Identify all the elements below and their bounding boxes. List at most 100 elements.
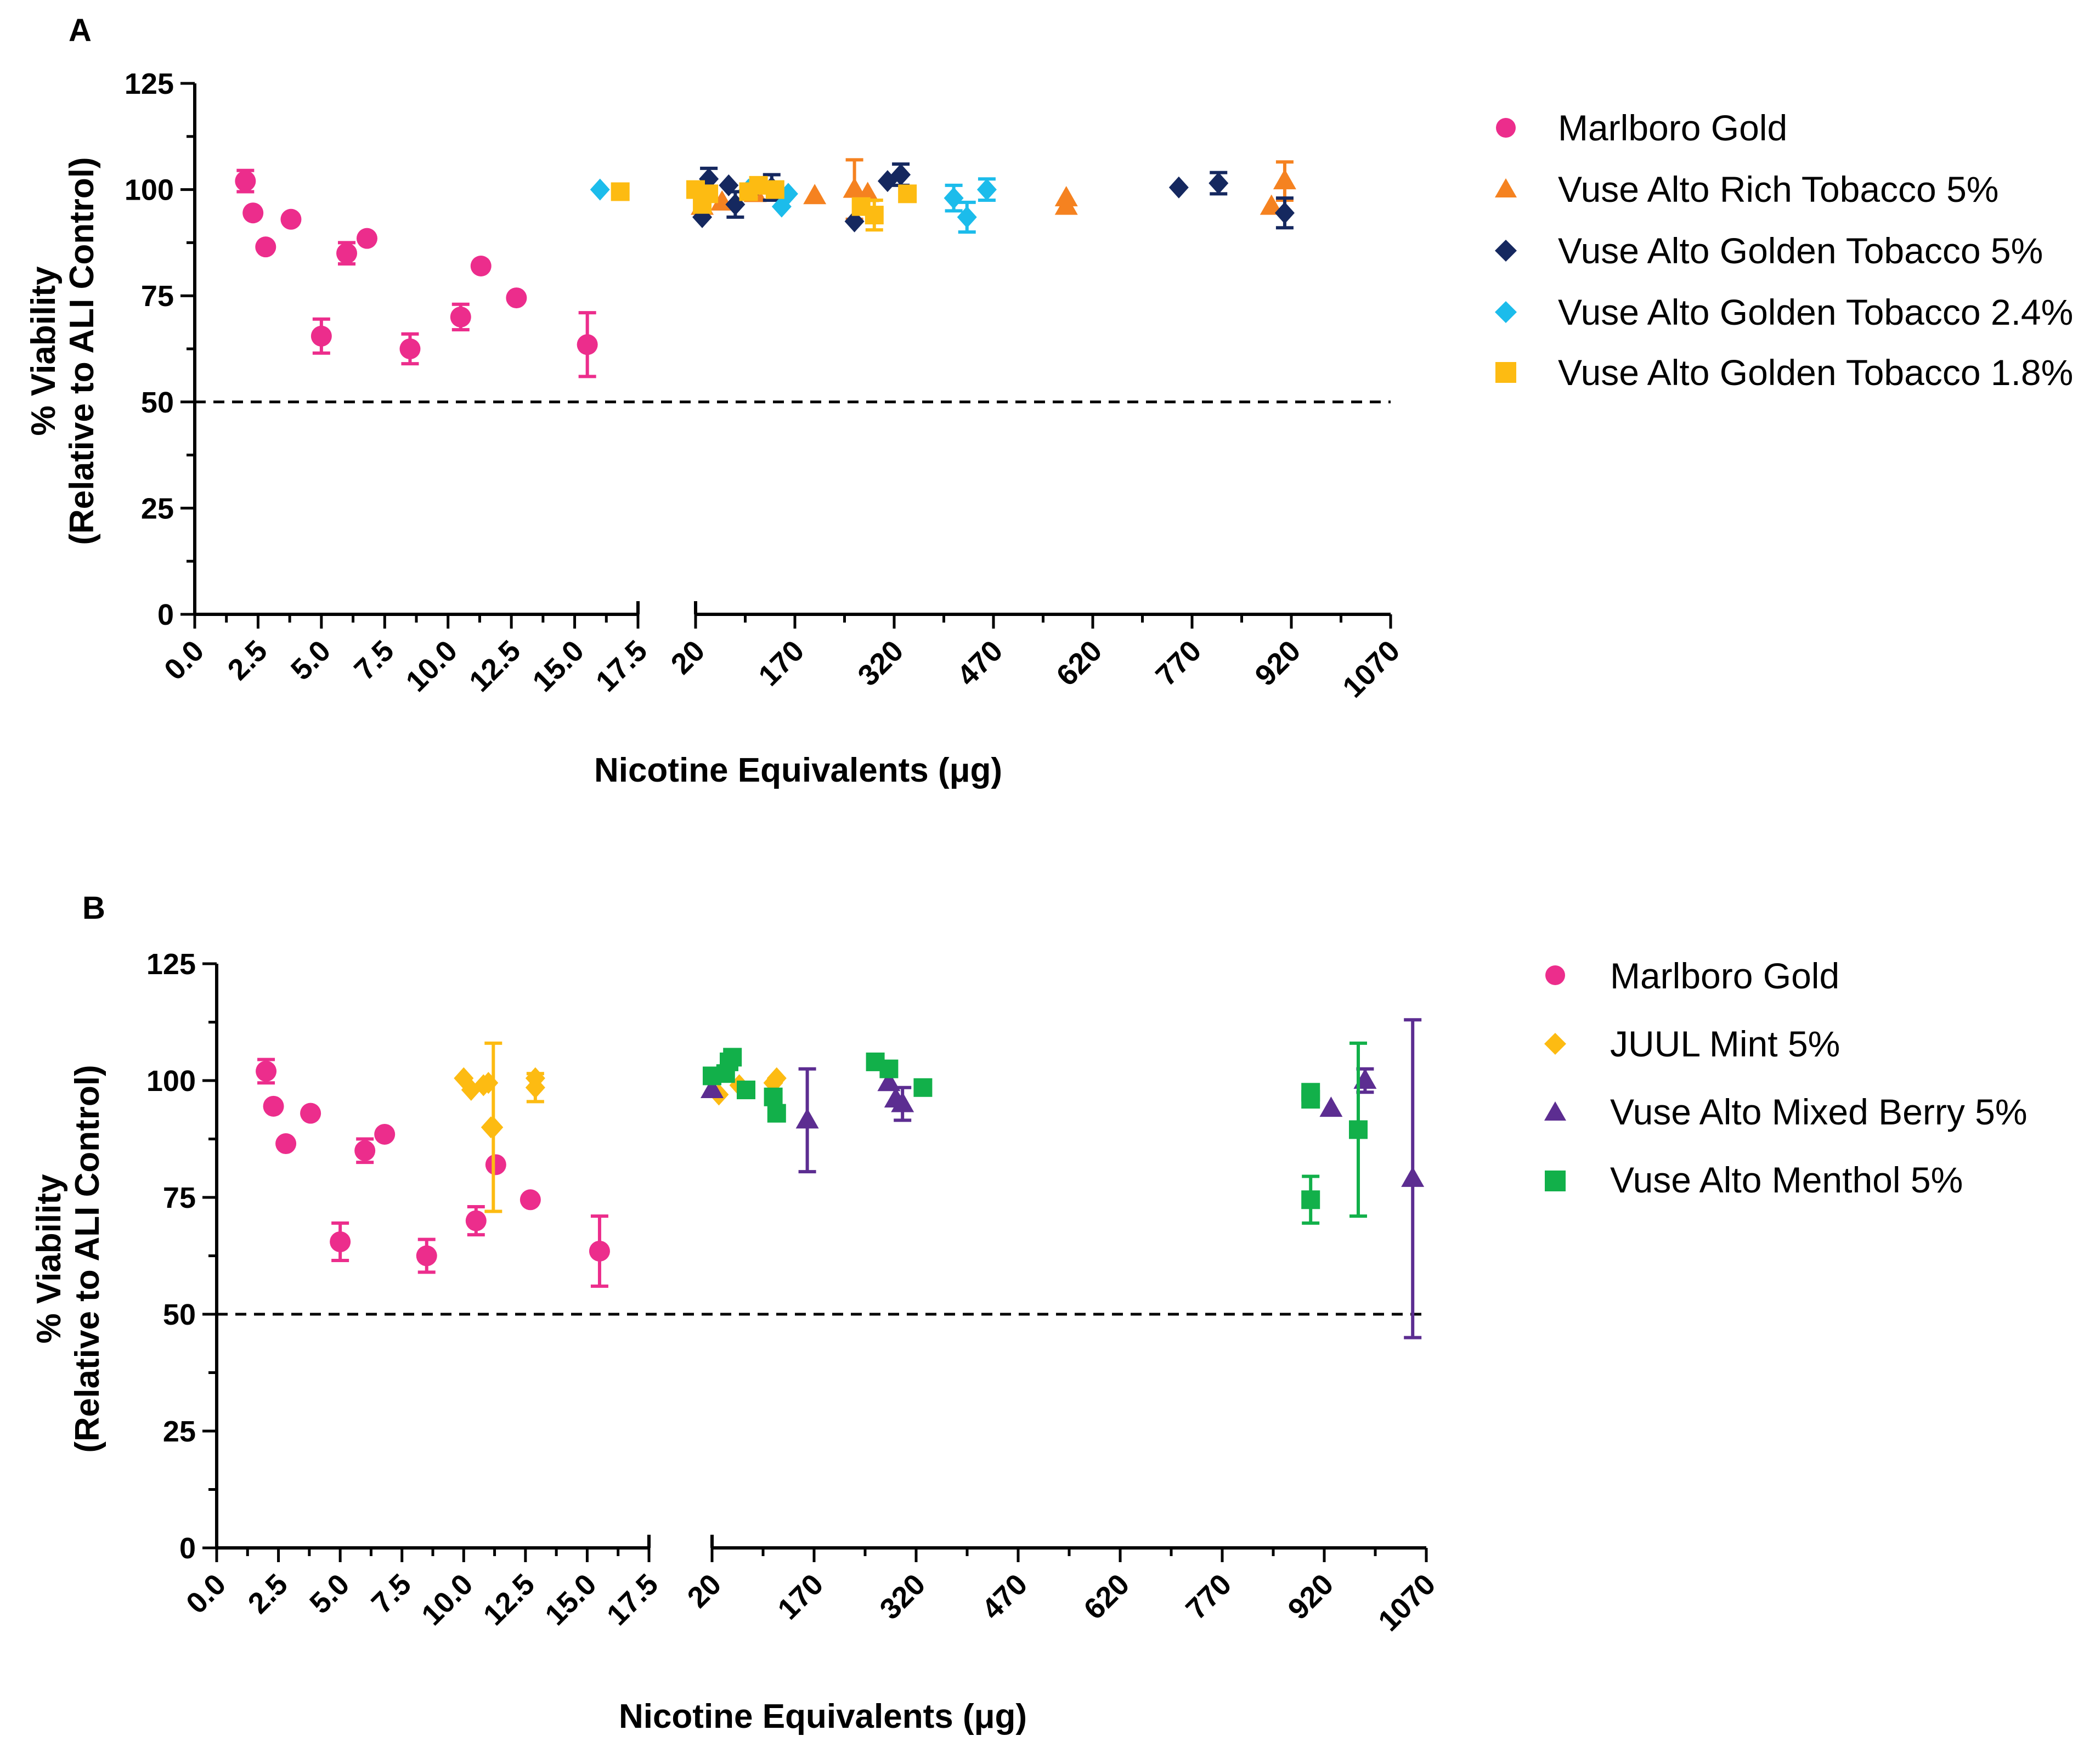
x-tick-label: 5.0 [285, 634, 337, 687]
y-axis-title-b-line2: (Relative to ALI Control) [69, 1065, 106, 1452]
data-point-square [1349, 1120, 1368, 1139]
x-tick-label: 770 [1149, 634, 1207, 692]
y-axis-title-a-line1: % Viability [25, 266, 63, 436]
data-point-square [865, 206, 884, 225]
legend-label: Vuse Alto Golden Tobacco 1.8% [1558, 352, 2073, 393]
data-point-circle [336, 242, 358, 264]
y-tick-label: 125 [146, 948, 196, 981]
legend-item-vuse-golden-tobacco-2-4: Vuse Alto Golden Tobacco 2.4% [1495, 292, 2073, 332]
data-point-square [737, 1081, 755, 1100]
y-tick-label: 75 [141, 280, 174, 313]
data-point-diamond [944, 187, 964, 210]
y-tick-label: 0 [157, 598, 174, 631]
data-point-triangle [1401, 1166, 1425, 1187]
data-point-triangle [1054, 194, 1078, 215]
legend-marker-diamond [1544, 1033, 1566, 1055]
legend-label: Vuse Alto Menthol 5% [1610, 1160, 1963, 1200]
legend-label: Vuse Alto Rich Tobacco 5% [1558, 169, 1998, 210]
y-axis-title-a: % Viability (Relative to ALI Control) [25, 157, 101, 545]
data-point-diamond [976, 178, 997, 201]
legend-marker-diamond [1495, 301, 1517, 323]
data-point-circle [485, 1154, 506, 1175]
y-axis-title-a-line2: (Relative to ALI Control) [63, 157, 101, 545]
data-point-circle [577, 334, 598, 355]
panel-letter-b: B [82, 890, 105, 926]
data-point-diamond [525, 1076, 545, 1099]
data-point-circle [235, 171, 256, 192]
y-tick-label: 25 [141, 492, 174, 525]
x-tick-label: 20 [665, 634, 711, 681]
x-tick-label: 15.0 [526, 634, 590, 698]
data-point-square [765, 180, 784, 199]
legend-item-vuse-mixed-berry-5: Vuse Alto Mixed Berry 5% [1544, 1092, 2028, 1132]
y-tick-label: 100 [146, 1065, 196, 1098]
y-tick-label: 125 [125, 67, 174, 100]
data-point-diamond [1168, 176, 1189, 199]
data-point-circle [263, 1095, 284, 1117]
legend-item-vuse-golden-tobacco-5: Vuse Alto Golden Tobacco 5% [1495, 230, 2043, 271]
x-tick-label: 7.5 [348, 634, 400, 687]
panel-a: A % Viability (Relative to ALI Control) … [25, 13, 2073, 789]
data-point-square [913, 1078, 933, 1097]
legend-label: Vuse Alto Golden Tobacco 2.4% [1558, 292, 2073, 332]
data-point-square [1301, 1190, 1320, 1209]
x-tick-label: 170 [752, 634, 810, 692]
x-tick-label: 1070 [1336, 634, 1406, 704]
x-tick-label: 920 [1281, 1568, 1340, 1626]
legend-item-vuse-golden-tobacco-1-8: Vuse Alto Golden Tobacco 1.8% [1495, 352, 2073, 393]
data-point-circle [330, 1231, 351, 1252]
x-tick-label: 12.5 [477, 1568, 541, 1632]
data-point-square [879, 1059, 899, 1078]
data-point-diamond [483, 1116, 504, 1139]
x-tick-label: 320 [873, 1568, 931, 1626]
x-tick-label: 0.0 [158, 634, 211, 687]
data-point-circle [506, 287, 527, 309]
data-point-circle [354, 1140, 376, 1161]
legend-item-marlboro-gold: Marlboro Gold [1545, 956, 1839, 996]
legend-b: Marlboro Gold JUUL Mint 5% Vuse Alto Mix… [1544, 956, 2028, 1200]
data-point-diamond [844, 210, 865, 233]
legend-label: Vuse Alto Golden Tobacco 5% [1558, 230, 2043, 271]
x-tick-label: 170 [771, 1568, 829, 1626]
data-point-circle [256, 1060, 277, 1082]
data-point-circle [275, 1133, 297, 1155]
series-marlboro-gold [235, 168, 598, 378]
data-point-square [1301, 1083, 1320, 1102]
legend-label: Vuse Alto Mixed Berry 5% [1610, 1092, 2028, 1132]
x-tick-label: 17.5 [601, 1568, 665, 1632]
x-tick-label: 620 [1077, 1568, 1136, 1626]
plot-area-a: 0 25 50 75 100 125 0.0 2.5 5.0 7.510.012.515.017.… [125, 67, 1407, 704]
data-point-diamond [590, 178, 610, 201]
x-tick-label: 5.0 [303, 1568, 356, 1620]
legend-marker-triangle [1495, 178, 1517, 197]
legend-item-vuse-rich-tobacco-5: Vuse Alto Rich Tobacco 5% [1495, 169, 1998, 210]
data-point-triangle [795, 1108, 819, 1129]
x-tick-label: 470 [975, 1568, 1034, 1626]
x-tick-label: 7.5 [365, 1568, 418, 1620]
y-tick-label: 50 [163, 1298, 196, 1331]
plot-area-b: 0 25 50 75 100 125 0.0 2.5 5.0 7.510.012.515.017.… [146, 948, 1442, 1637]
data-point-circle [450, 306, 471, 327]
data-point-square [767, 1104, 786, 1123]
x-tick-label: 1070 [1372, 1568, 1442, 1637]
data-point-triangle [843, 177, 866, 198]
y-tick-label: 50 [141, 386, 174, 419]
y-tick-label: 0 [179, 1532, 196, 1565]
data-point-circle [255, 236, 276, 258]
legend-label: JUUL Mint 5% [1610, 1024, 1840, 1064]
legend-label: Marlboro Gold [1610, 956, 1839, 996]
x-tick-label: 12.5 [463, 634, 527, 698]
x-tick-label: 320 [851, 634, 910, 692]
y-tick-label: 25 [163, 1415, 196, 1448]
x-tick-label: 620 [1050, 634, 1108, 692]
data-point-triangle [803, 184, 827, 205]
data-point-square [699, 184, 719, 203]
data-point-circle [310, 325, 332, 347]
x-tick-label: 770 [1179, 1568, 1238, 1626]
x-tick-label: 0.0 [180, 1568, 233, 1620]
data-point-triangle [1273, 169, 1296, 190]
series-vuse-alto-golden-tobacco-1-8- [611, 176, 917, 232]
legend-marker-circle [1496, 118, 1516, 138]
data-point-diamond [1274, 202, 1295, 224]
